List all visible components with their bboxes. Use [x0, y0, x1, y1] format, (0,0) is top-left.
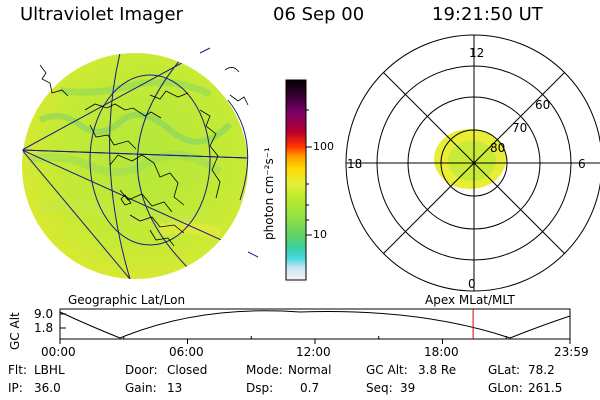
glon-value: 261.5 — [528, 381, 563, 395]
seq-label: Seq: — [366, 381, 393, 395]
uv-image — [21, 47, 259, 279]
ip-value: 36.0 — [34, 381, 61, 395]
gc-alt-value: 3.8 Re — [418, 363, 457, 377]
timeline-xtick-2359: 23:59 — [554, 345, 589, 359]
instrument-title: Ultraviolet Imager — [20, 4, 183, 25]
dsp-label: Dsp: — [246, 381, 274, 395]
door-value: Closed — [167, 363, 208, 377]
timeline-xtick-0000: 00:00 — [41, 345, 76, 359]
colorbar — [285, 79, 307, 281]
mlat-label-70: 70 — [512, 121, 528, 135]
timeline-ylabel: GC Alt — [8, 312, 22, 350]
time-label: 19:21:50 UT — [432, 4, 543, 25]
glon-label: GLon: — [488, 381, 523, 395]
date-label: 06 Sep 00 — [273, 4, 365, 25]
mode-label: Mode: — [246, 363, 283, 377]
timeline-ytick-1-8: 1.8 — [34, 321, 54, 335]
ip-label: IP: — [8, 381, 23, 395]
mlat-label-80: 80 — [490, 141, 506, 155]
timeline-frame — [59, 308, 571, 340]
door-label: Door: — [125, 363, 158, 377]
right-plot-label: Apex MLat/MLT — [425, 293, 515, 307]
timeline-xtick-0600: 06:00 — [169, 345, 204, 359]
altitude-curve — [59, 310, 571, 339]
polar-plot — [345, 34, 600, 292]
coastlines — [39, 64, 249, 247]
grid-extensions — [21, 47, 259, 258]
gc-alt-label: GC Alt: — [366, 363, 408, 377]
polar-grid — [345, 34, 600, 292]
mlt-label-12: 12 — [469, 46, 485, 60]
gain-value: 13 — [167, 381, 183, 395]
timeline-xticks — [59, 336, 571, 344]
flt-label: Flt: — [8, 363, 27, 377]
colorbar-unit-label: photon cm⁻²s⁻¹ — [262, 147, 276, 240]
glat-label: GLat: — [488, 363, 521, 377]
colorbar-ticks — [306, 109, 312, 236]
flt-value: LBHL — [34, 363, 65, 377]
timeline-plot — [59, 308, 571, 344]
timeline-yticks — [60, 313, 66, 329]
left-plot-label: Geographic Lat/Lon — [68, 293, 186, 307]
dsp-value: 0.7 — [300, 381, 320, 395]
gain-label: Gain: — [125, 381, 157, 395]
mlat-label-60: 60 — [535, 98, 551, 112]
timeline-ytick-9: 9.0 — [34, 307, 54, 321]
seq-value: 39 — [400, 381, 416, 395]
mlt-label-18: 18 — [347, 157, 363, 171]
mlt-label-0: 0 — [468, 277, 476, 291]
glat-value: 78.2 — [528, 363, 555, 377]
colorbar-tick-10: 10 — [313, 228, 327, 241]
colorbar-tick-100: 100 — [313, 140, 334, 153]
timeline-xtick-1800: 18:00 — [424, 345, 459, 359]
timeline-xtick-1200: 12:00 — [296, 345, 331, 359]
mode-value: Normal — [288, 363, 332, 377]
mlt-label-6: 6 — [578, 157, 586, 171]
